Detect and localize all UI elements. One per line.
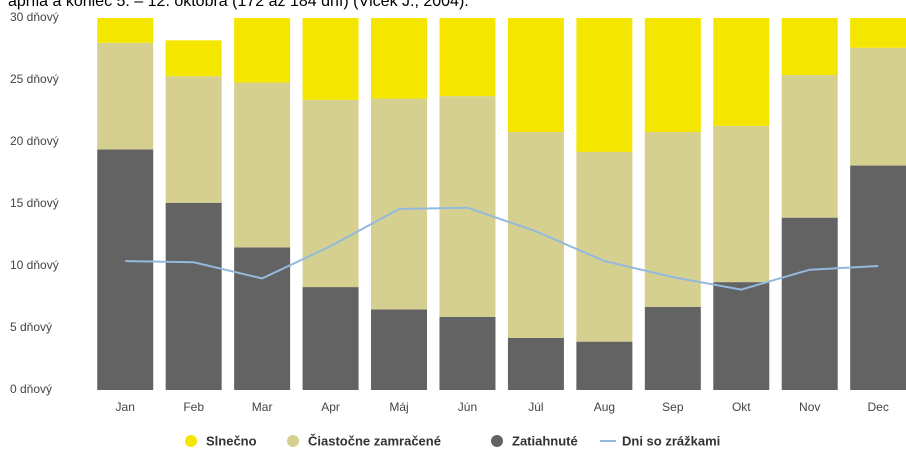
bar-segment — [781, 75, 838, 218]
line — [125, 206, 879, 291]
bar-segment — [576, 341, 633, 390]
bar-segment — [850, 18, 906, 48]
bar-segment — [302, 287, 359, 390]
bar-segment — [576, 18, 633, 152]
bar-segment — [234, 82, 291, 248]
bar-segment — [439, 18, 496, 97]
bar-segment — [165, 40, 222, 77]
y-tick-label: 0 dňový — [10, 382, 52, 396]
bar-segment — [644, 306, 701, 390]
bar-segment — [713, 282, 770, 390]
bar-segment — [644, 18, 701, 133]
bar-segment — [439, 316, 496, 390]
x-tick-label: Máj — [389, 400, 408, 414]
x-tick-label: Dec — [868, 400, 889, 414]
bar-segment — [576, 151, 633, 342]
y-tick-label: 10 dňový — [10, 258, 59, 272]
bar-segment — [850, 165, 906, 390]
bar-segment — [371, 309, 428, 390]
chart-title: apríla a koniec 5. – 12. októbra (172 až… — [8, 0, 469, 10]
x-tick-label: Nov — [799, 400, 820, 414]
plot-area — [97, 18, 906, 390]
bar-segment — [439, 96, 496, 317]
x-tick-label: Okt — [732, 400, 751, 414]
legend-label: Zatiahnuté — [512, 433, 578, 448]
bar-segment — [507, 18, 564, 133]
bar-segment — [781, 18, 838, 76]
legend-swatch — [287, 435, 299, 447]
bar-segment — [97, 149, 154, 390]
y-tick-label: 25 dňový — [10, 72, 59, 86]
bar-segment — [781, 217, 838, 390]
bar-segment — [234, 247, 291, 390]
bar-segment — [507, 132, 564, 338]
x-tick-label: Jan — [116, 400, 135, 414]
bar-segment — [371, 18, 428, 99]
legend-label: Slnečno — [206, 433, 257, 448]
y-tick-label: 30 dňový — [10, 10, 59, 24]
x-tick-label: Sep — [662, 400, 684, 414]
legend-swatch — [491, 435, 503, 447]
bar-segment — [371, 98, 428, 310]
bar-segment — [507, 337, 564, 390]
legend-label: Čiastočne zamračené — [308, 433, 441, 448]
bar-segment — [97, 18, 154, 43]
legend-label: Dni so zrážkami — [622, 433, 720, 448]
bar-segment — [165, 202, 222, 390]
bar-segment — [850, 47, 906, 166]
y-tick-label: 20 dňový — [10, 134, 59, 148]
x-tick-label: Aug — [594, 400, 615, 414]
x-tick-label: Feb — [183, 400, 204, 414]
bar-segment — [302, 99, 359, 288]
bar-segment — [97, 42, 154, 150]
x-tick-label: Mar — [252, 400, 273, 414]
bar-segment — [713, 18, 770, 126]
y-tick-label: 5 dňový — [10, 320, 52, 334]
x-tick-label: Jún — [458, 400, 477, 414]
bar-segment — [302, 18, 359, 100]
bar-segment — [713, 125, 770, 283]
bar-segment — [165, 76, 222, 203]
y-tick-label: 15 dňový — [10, 196, 59, 210]
bar-segment — [234, 18, 291, 83]
x-tick-label: Apr — [321, 400, 340, 414]
x-tick-label: Júl — [528, 400, 543, 414]
legend-swatch — [185, 435, 197, 447]
